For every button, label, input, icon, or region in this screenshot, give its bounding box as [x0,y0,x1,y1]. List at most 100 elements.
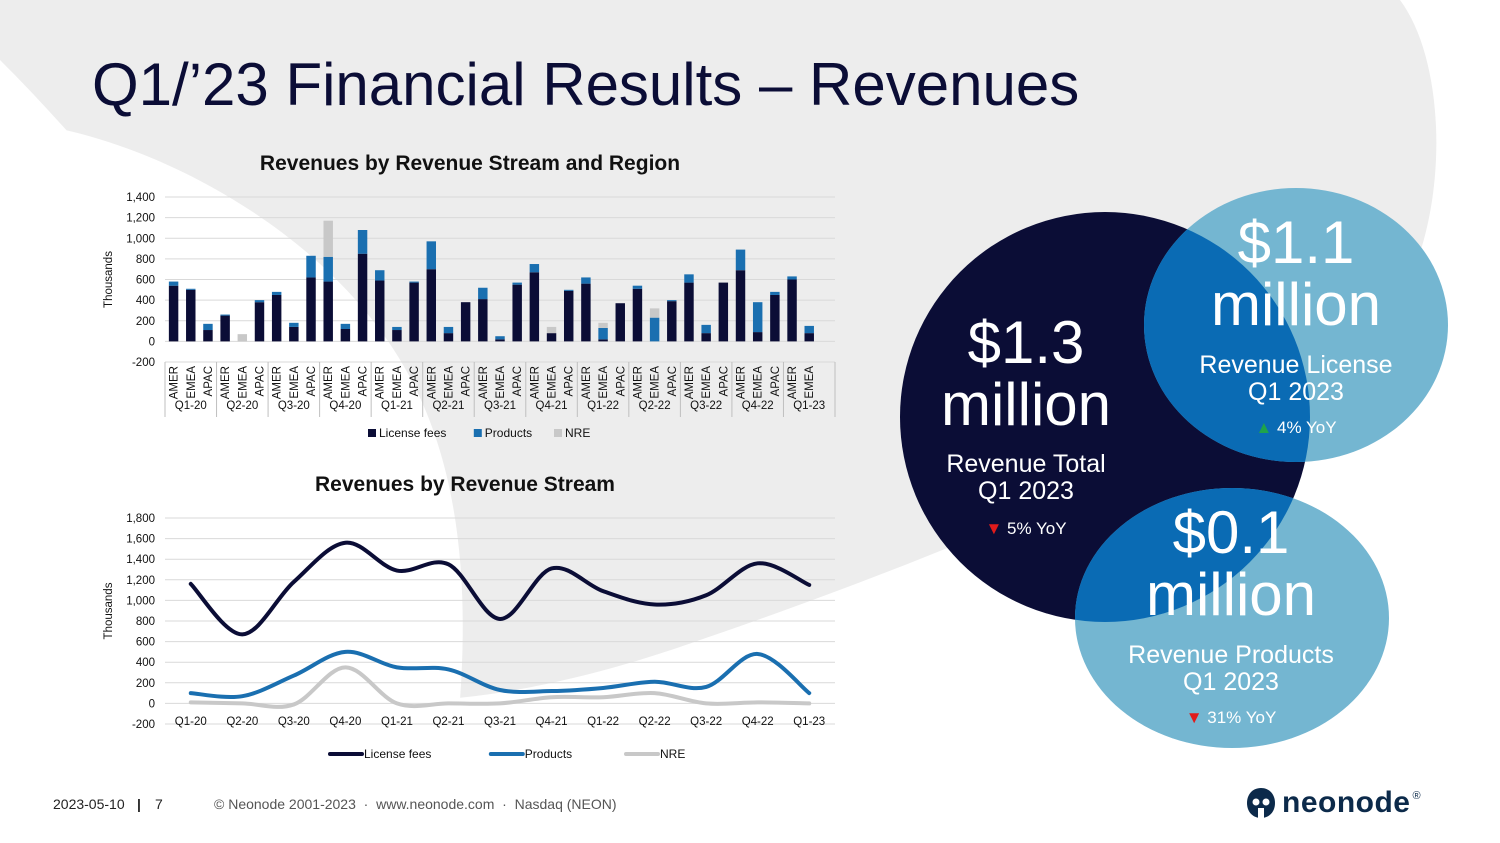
x-tick-region: EMEA [443,366,455,399]
kpi-license-label: Revenue License [1199,351,1393,379]
x-tick-quarter: Q1-21 [381,400,413,412]
y-tick-label: 1,800 [126,513,155,525]
kpi-products-value: $0.1 [1172,499,1290,566]
legend-label: Products [525,747,572,761]
bar-products [357,230,368,254]
x-tick-quarter: Q4-21 [536,400,568,412]
bar-products [701,324,711,334]
bar-products [581,277,591,284]
neonode-logo: neonode ® [1246,786,1421,820]
legend-label: NRE [660,747,685,761]
bar-license-fees [357,253,368,342]
y-tick-label: 600 [136,637,155,649]
x-tick-region: AMER [375,366,387,399]
bar-products [478,287,488,300]
x-tick-region: EMEA [598,366,610,399]
bar-license-fees [718,282,729,342]
bar-products [271,291,282,295]
x-tick-quarter: Q2-22 [639,400,671,412]
bar-products [203,323,213,331]
bar-license-fees [770,294,780,342]
kpi-total-label: Revenue Total [946,450,1106,478]
kpi-total-yoy-text: 5% YoY [1007,519,1067,538]
x-tick-label: Q1-21 [381,716,413,728]
bar-products [409,281,419,283]
x-tick-region: APAC [254,366,266,396]
x-tick-region: EMEA [495,366,507,399]
bar-products [495,336,505,340]
legend-swatch [368,429,376,437]
x-tick-region: AMER [581,366,593,399]
x-tick-quarter: Q3-22 [690,400,722,412]
kpi-total-value: $1.3 [967,309,1085,376]
bar-license-fees [701,333,711,342]
bar-license-fees [667,301,677,342]
x-tick-region: EMEA [650,366,662,399]
kpi-license-period: Q1 2023 [1248,378,1344,406]
legend-label: NRE [565,426,590,440]
y-tick-label: 1,400 [126,554,155,566]
x-tick-region: AMER [684,366,696,399]
kpi-license-yoy: ▲ 4% YoY [1180,418,1412,438]
x-tick-label: Q1-22 [587,716,619,728]
x-tick-region: EMEA [753,366,765,399]
y-tick-label: 0 [149,698,155,710]
registered-mark: ® [1412,790,1421,802]
y-tick-label: -200 [132,719,155,731]
x-tick-region: AMER [169,366,181,399]
x-tick-quarter: Q1-20 [175,400,207,412]
bar-products [787,276,797,280]
y-tick-label: 400 [136,295,155,307]
bar-license-fees [598,339,608,342]
x-tick-region: AMER [272,366,284,399]
x-tick-quarter: Q2-21 [432,400,464,412]
kpi-products-yoy: ▼ 31% YoY [1105,708,1357,728]
bar-license-fees [804,333,814,342]
bar-products [512,282,522,285]
x-tick-region: AMER [478,366,490,399]
x-tick-quarter: Q4-20 [329,400,361,412]
legend-label: License fees [379,426,446,440]
bar-license-fees [186,289,196,342]
bar-license-fees [546,333,557,342]
y-axis-label: Thousands [103,251,115,308]
bar-license-fees [581,283,591,342]
x-tick-region: APAC [512,366,524,396]
bar-products [323,256,333,282]
bar-products [598,327,608,340]
bar-license-fees [409,282,419,342]
bar-license-fees [563,290,574,342]
bar-license-fees [392,330,402,342]
x-tick-label: Q4-22 [742,716,774,728]
kpi-license-yoy-text: 4% YoY [1277,418,1337,437]
x-tick-region: AMER [736,366,748,399]
y-axis-label: Thousands [103,582,115,639]
down-arrow-icon: ▼ [985,519,1003,538]
footer-date: 2023-05-10 [53,796,125,812]
bar-products [563,289,574,291]
y-tick-label: 800 [136,616,155,628]
kpi-license: $1.1 million Revenue License Q1 2023 ▲ 4… [1180,212,1412,438]
bar-products [632,285,643,289]
bar-products [667,300,677,302]
x-tick-region: AMER [426,366,438,399]
up-arrow-icon: ▲ [1255,418,1273,437]
x-tick-region: APAC [203,366,215,396]
bar-license-fees [426,269,437,342]
bar-license-fees [271,294,282,342]
x-tick-label: Q3-20 [278,716,310,728]
legend-label: License fees [364,747,431,761]
y-tick-label: 1,400 [126,192,155,204]
y-tick-label: 1,000 [126,595,155,607]
x-tick-region: EMEA [804,366,816,399]
y-tick-label: 1,000 [126,233,155,245]
bar-license-fees [478,299,488,342]
bar-license-fees [289,326,299,342]
x-tick-label: Q2-22 [639,716,671,728]
y-tick-label: 0 [149,336,155,348]
kpi-products-period: Q1 2023 [1183,668,1279,696]
y-tick-label: 400 [136,657,155,669]
bar-products [735,249,746,271]
bar-products [684,274,694,283]
